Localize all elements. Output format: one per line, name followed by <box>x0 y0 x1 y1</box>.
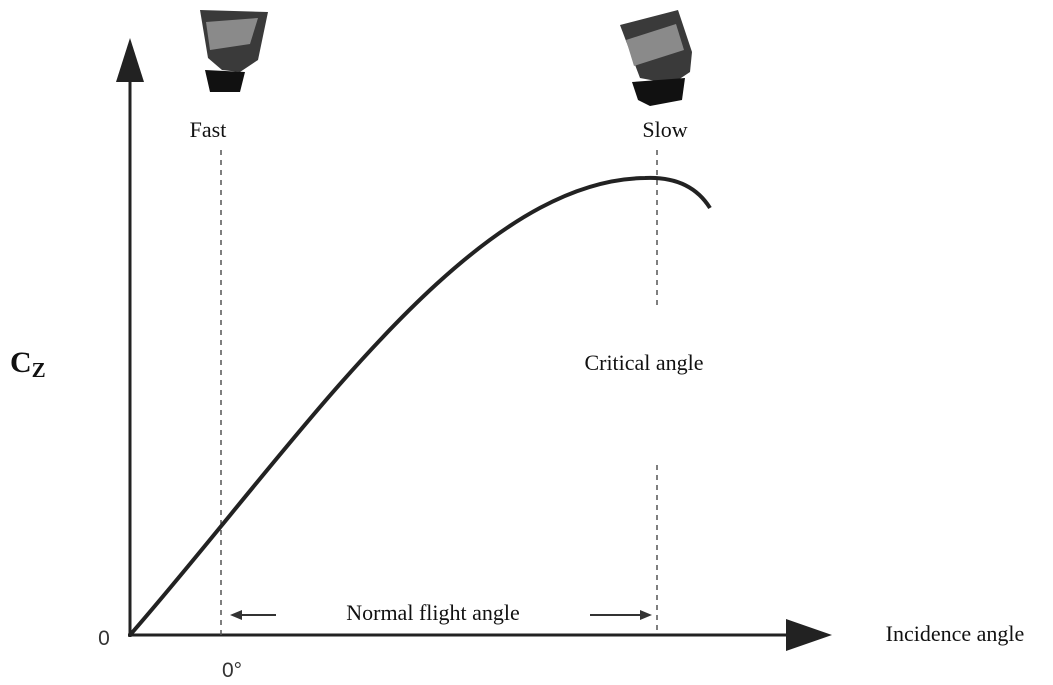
y-axis-label: CZ <box>10 346 46 382</box>
origin-label: 0 <box>98 627 110 650</box>
range-arrowhead-right <box>640 610 652 620</box>
plane-icon-slow <box>620 10 692 106</box>
fast-label: Fast <box>190 117 227 142</box>
x-axis-label: Incidence angle <box>886 621 1025 646</box>
page: Fast Slow Critical angle Normal flight a… <box>0 0 1053 685</box>
normal-label: Normal flight angle <box>346 600 520 625</box>
plane-icon-fast <box>200 10 268 92</box>
y-axis-label-sub: Z <box>32 358 46 382</box>
range-arrowhead-left <box>230 610 242 620</box>
y-axis-arrow <box>116 38 144 82</box>
critical-label: Critical angle <box>584 350 703 375</box>
y-axis-label-main: C <box>10 346 32 379</box>
x-axis-arrow <box>786 619 832 651</box>
slow-label: Slow <box>642 117 687 142</box>
x-zero-label: 0° <box>222 659 242 682</box>
diagram: Fast Slow Critical angle Normal flight a… <box>0 0 1053 685</box>
lift-curve <box>130 178 710 635</box>
